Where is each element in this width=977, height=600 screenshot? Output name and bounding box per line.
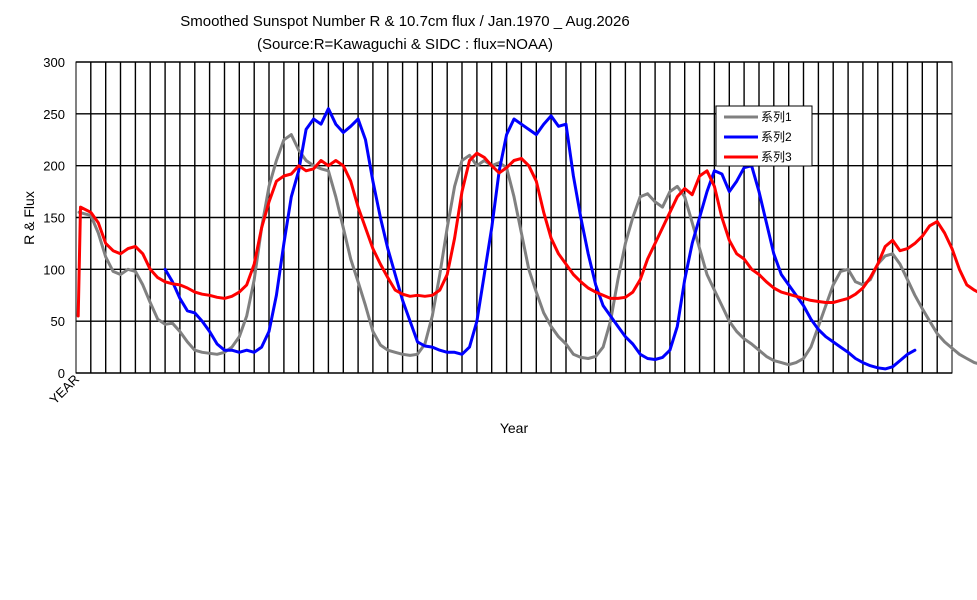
x-axis-label: Year [500, 420, 529, 436]
y-tick-label: 250 [43, 107, 65, 122]
gridlines [76, 61, 952, 374]
y-tick-label: 0 [58, 366, 65, 381]
series-line-2 [163, 107, 917, 371]
chart-title: Smoothed Sunspot Number R & 10.7cm flux … [180, 13, 629, 30]
legend-label-3: 系列3 [761, 150, 792, 164]
y-axis-label: R & Flux [21, 191, 37, 245]
y-tick-label: 200 [43, 159, 65, 174]
series-line-1 [77, 133, 977, 367]
y-tick-label: 300 [43, 55, 65, 70]
y-tick-label: 100 [43, 262, 65, 277]
plot-area-border [75, 61, 953, 374]
data-series [76, 107, 977, 371]
y-tick-labels: 0 50 100 150 200 250 300 [43, 55, 65, 381]
chart-subtitle: (Source:R=Kawaguchi & SIDC : flux=NOAA) [257, 36, 553, 53]
legend-label-1: 系列1 [761, 110, 792, 124]
y-tick-label: 50 [51, 314, 65, 329]
legend-label-2: 系列2 [761, 130, 792, 144]
legend: 系列1 系列2 系列3 [715, 105, 813, 167]
series-line-3 [76, 151, 977, 318]
y-tick-label: 150 [43, 211, 65, 226]
